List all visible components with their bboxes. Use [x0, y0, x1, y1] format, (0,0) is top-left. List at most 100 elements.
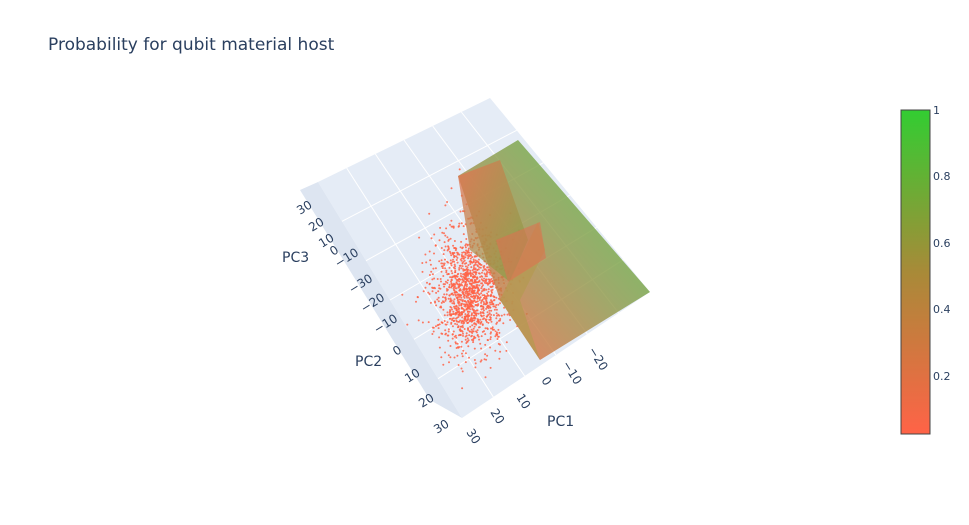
scatter-point: [480, 275, 483, 278]
scatter-point: [451, 308, 453, 311]
scatter-point: [458, 346, 461, 348]
scatter-point: [453, 240, 456, 242]
scatter-point: [453, 302, 455, 304]
z-tick-label: 30: [294, 198, 314, 218]
scatter-point: [401, 293, 404, 296]
scatter-point: [479, 311, 482, 314]
scatter-point: [461, 355, 464, 358]
scatter-point: [473, 337, 476, 339]
scatter-point: [440, 306, 443, 309]
scatter-point: [449, 345, 452, 347]
scatter-point: [458, 280, 461, 283]
scatter-point: [484, 273, 487, 276]
scatter-point: [444, 298, 447, 301]
scatter-point: [467, 280, 470, 283]
scatter-point: [458, 304, 461, 307]
scatter-point: [447, 297, 450, 300]
scatter-point: [475, 304, 478, 306]
scatter-point: [485, 318, 488, 321]
scatter-point: [428, 250, 431, 253]
x-tick-label: 20: [487, 406, 507, 426]
scatter-point: [465, 243, 468, 246]
scatter-point: [488, 271, 491, 274]
scatter-point: [454, 334, 457, 337]
scatter-point: [467, 329, 470, 331]
scatter-point: [455, 259, 458, 261]
scatter-point: [478, 289, 481, 292]
scatter-point: [469, 318, 472, 321]
scatter-point: [431, 290, 434, 293]
scatter-point: [449, 317, 452, 320]
scatter-point: [484, 376, 487, 379]
scatter-point: [466, 273, 469, 275]
scatter-point: [445, 227, 448, 230]
scatter-point: [451, 319, 453, 321]
scatter-point: [463, 294, 466, 297]
scatter-point: [453, 307, 456, 310]
scatter-point: [440, 270, 443, 273]
scatter-point: [478, 338, 481, 341]
scatter-point: [425, 261, 428, 264]
scatter-point: [472, 268, 475, 271]
scatter-point: [474, 292, 477, 295]
scatter-point: [447, 239, 450, 242]
scatter-point: [462, 225, 465, 228]
scatter-point: [444, 204, 447, 207]
scatter-point: [470, 278, 473, 281]
scatter-point: [460, 321, 463, 324]
scatter-point: [461, 281, 464, 284]
scatter-point: [432, 267, 435, 270]
scatter-point: [497, 328, 500, 331]
scatter-point: [481, 269, 484, 272]
scatter-point: [451, 272, 454, 275]
scatter-point: [456, 311, 459, 314]
scatter-point: [495, 304, 498, 306]
scatter-point: [441, 262, 444, 265]
scatter-point: [424, 253, 427, 256]
scatter-point: [448, 266, 451, 269]
scatter-point: [493, 295, 496, 298]
scatter-point: [467, 305, 470, 307]
scatter-point: [491, 303, 493, 306]
scatter-point: [464, 317, 467, 319]
scatter-point: [460, 329, 463, 332]
scatter-point: [450, 219, 453, 222]
scatter-point: [453, 298, 456, 301]
scatter-point: [439, 287, 442, 290]
scatter-point: [458, 268, 461, 271]
scatter-point: [472, 297, 475, 300]
scatter-point: [469, 308, 472, 311]
scatter-point: [462, 269, 465, 272]
scatter-point: [437, 318, 440, 321]
scatter-point: [454, 249, 457, 252]
scatter-point: [473, 359, 476, 361]
colorbar-tick: 0.4: [933, 303, 951, 316]
scatter-point: [458, 307, 461, 310]
scatter-point: [444, 299, 447, 302]
scatter-point: [468, 290, 470, 293]
scatter-point: [437, 290, 440, 293]
scatter-point: [458, 222, 461, 225]
scatter-point: [470, 316, 473, 319]
scatter-point: [470, 335, 473, 338]
scatter-point: [505, 341, 508, 344]
scatter-point: [464, 361, 467, 364]
scatter-point: [452, 275, 455, 278]
scatter-point: [445, 293, 448, 296]
scatter-point: [477, 268, 480, 271]
scatter-point: [444, 283, 446, 286]
scatter-point: [447, 339, 450, 342]
scatter-point: [469, 301, 472, 304]
scatter-point: [440, 332, 443, 335]
scatter-point: [477, 335, 480, 338]
scatter-point: [457, 316, 460, 318]
scatter-point: [490, 320, 493, 323]
scatter-point: [454, 322, 457, 325]
scatter-point: [455, 305, 458, 308]
scatter-point: [464, 300, 467, 303]
scatter-point: [454, 271, 457, 274]
scatter-point: [418, 236, 421, 239]
colorbar-tick: 1: [933, 104, 940, 117]
scatter-point: [473, 319, 476, 322]
scatter-point: [428, 274, 431, 276]
